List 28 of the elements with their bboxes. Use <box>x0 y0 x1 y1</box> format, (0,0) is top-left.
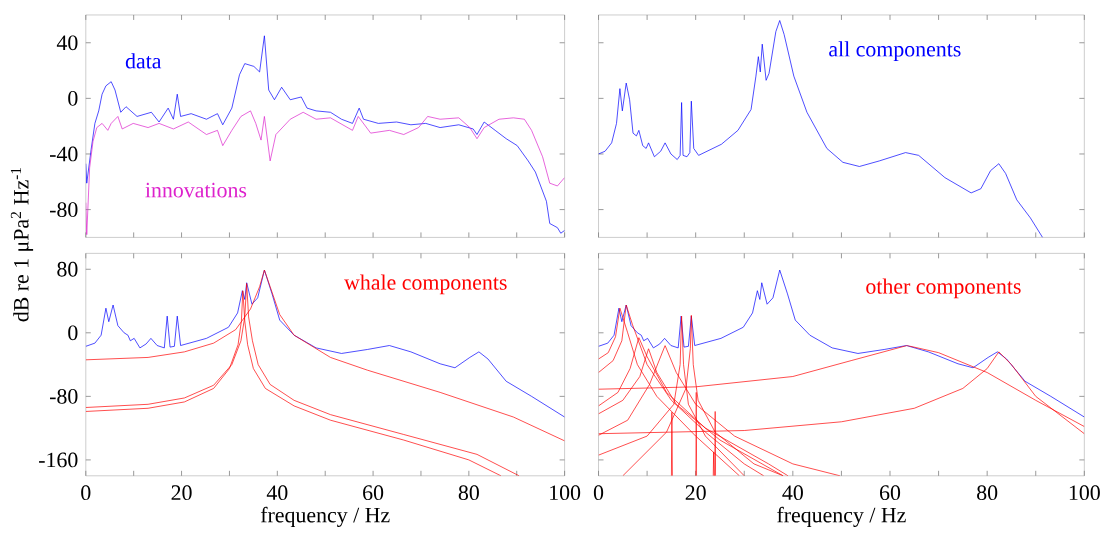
x-tick-label: 80 <box>458 485 479 500</box>
x-tick-label: 60 <box>880 485 901 500</box>
y-tick-label: 0 <box>68 90 78 106</box>
x-tick-label: 100 <box>550 485 581 500</box>
series-label: all components <box>829 41 961 61</box>
x-axis-title: frequency / Hz <box>260 506 390 527</box>
text: other components <box>866 278 1021 299</box>
x-tick-label: 0 <box>81 485 91 500</box>
x-tick-label: 80 <box>977 485 998 500</box>
series-label: data <box>125 53 162 69</box>
y-tick-label: -160 <box>39 452 78 468</box>
y-axis-title: dB re 1 μPa$^{2}$ Hz$^{-1}$ <box>10 167 34 322</box>
x-tick-label: 40 <box>782 485 803 500</box>
y-tick-label: 40 <box>56 35 78 51</box>
y-tick-label: -80 <box>49 202 78 217</box>
x-axis-title: frequency / Hz <box>777 506 906 527</box>
x-tick-label: 20 <box>171 485 192 500</box>
y-tick-label: -40 <box>49 146 78 162</box>
x-tick-label: 20 <box>685 485 706 500</box>
series-label: innovations <box>145 182 247 198</box>
x-tick-label: 40 <box>266 485 288 500</box>
x-tick-label: 60 <box>363 485 384 500</box>
x-tick-label: 0 <box>593 485 604 500</box>
y-tick-label: 80 <box>57 261 78 277</box>
text: whale components <box>344 274 507 295</box>
y-tick-label: -80 <box>49 388 78 404</box>
y-tick-label: 0 <box>68 325 78 341</box>
x-tick-label: 100 <box>1069 485 1100 500</box>
